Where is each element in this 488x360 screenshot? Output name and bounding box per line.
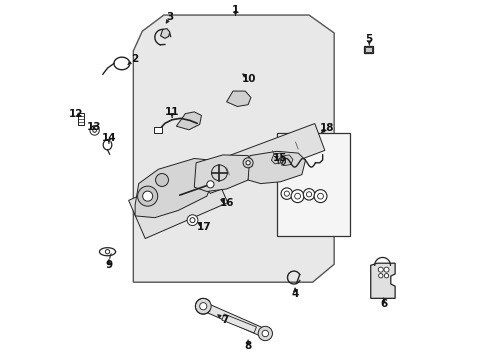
Circle shape bbox=[137, 186, 158, 206]
Polygon shape bbox=[201, 302, 266, 337]
Circle shape bbox=[378, 274, 382, 278]
Polygon shape bbox=[370, 263, 394, 298]
Circle shape bbox=[378, 267, 383, 272]
Circle shape bbox=[187, 215, 198, 226]
Circle shape bbox=[262, 330, 268, 337]
Polygon shape bbox=[226, 91, 250, 107]
Text: 18: 18 bbox=[319, 123, 333, 133]
Text: 17: 17 bbox=[197, 222, 211, 232]
Text: 11: 11 bbox=[164, 107, 179, 117]
Polygon shape bbox=[200, 123, 324, 193]
Circle shape bbox=[90, 126, 99, 135]
FancyBboxPatch shape bbox=[154, 127, 162, 134]
Text: 16: 16 bbox=[220, 198, 234, 208]
Polygon shape bbox=[128, 165, 227, 239]
Polygon shape bbox=[176, 112, 201, 130]
Text: 15: 15 bbox=[272, 153, 286, 163]
Circle shape bbox=[190, 218, 195, 223]
Polygon shape bbox=[194, 155, 251, 192]
Text: 4: 4 bbox=[291, 289, 298, 299]
Text: 8: 8 bbox=[244, 341, 251, 351]
Circle shape bbox=[306, 192, 311, 197]
Polygon shape bbox=[222, 314, 256, 333]
Circle shape bbox=[313, 190, 326, 203]
Text: 14: 14 bbox=[102, 133, 116, 143]
Polygon shape bbox=[280, 155, 292, 166]
Circle shape bbox=[281, 188, 292, 199]
Text: 2: 2 bbox=[131, 54, 139, 64]
Circle shape bbox=[290, 190, 304, 203]
Circle shape bbox=[384, 274, 388, 278]
Circle shape bbox=[206, 181, 214, 188]
Circle shape bbox=[284, 191, 289, 196]
Polygon shape bbox=[160, 29, 169, 39]
Circle shape bbox=[105, 249, 109, 254]
Text: 12: 12 bbox=[69, 109, 83, 119]
Circle shape bbox=[294, 193, 300, 199]
Circle shape bbox=[243, 158, 253, 168]
Polygon shape bbox=[363, 45, 372, 53]
Circle shape bbox=[93, 129, 96, 132]
Text: 13: 13 bbox=[86, 122, 101, 132]
Bar bbox=[364, 46, 371, 52]
Text: 1: 1 bbox=[231, 5, 239, 15]
Circle shape bbox=[303, 189, 314, 200]
Polygon shape bbox=[271, 153, 284, 164]
Polygon shape bbox=[135, 158, 214, 218]
Circle shape bbox=[155, 174, 168, 186]
Circle shape bbox=[245, 161, 250, 165]
Polygon shape bbox=[247, 151, 305, 184]
Text: 10: 10 bbox=[241, 74, 256, 84]
Text: 5: 5 bbox=[365, 35, 372, 44]
Circle shape bbox=[195, 298, 211, 314]
Polygon shape bbox=[133, 15, 333, 282]
Text: 6: 6 bbox=[379, 299, 386, 309]
Bar bbox=[276, 134, 349, 235]
Circle shape bbox=[199, 303, 206, 310]
Circle shape bbox=[258, 326, 272, 341]
Text: 9: 9 bbox=[105, 260, 112, 270]
Text: 3: 3 bbox=[166, 12, 174, 22]
Circle shape bbox=[317, 193, 323, 199]
Circle shape bbox=[383, 267, 388, 272]
Circle shape bbox=[142, 191, 152, 201]
Bar bbox=[78, 113, 83, 125]
Text: 7: 7 bbox=[221, 315, 228, 325]
